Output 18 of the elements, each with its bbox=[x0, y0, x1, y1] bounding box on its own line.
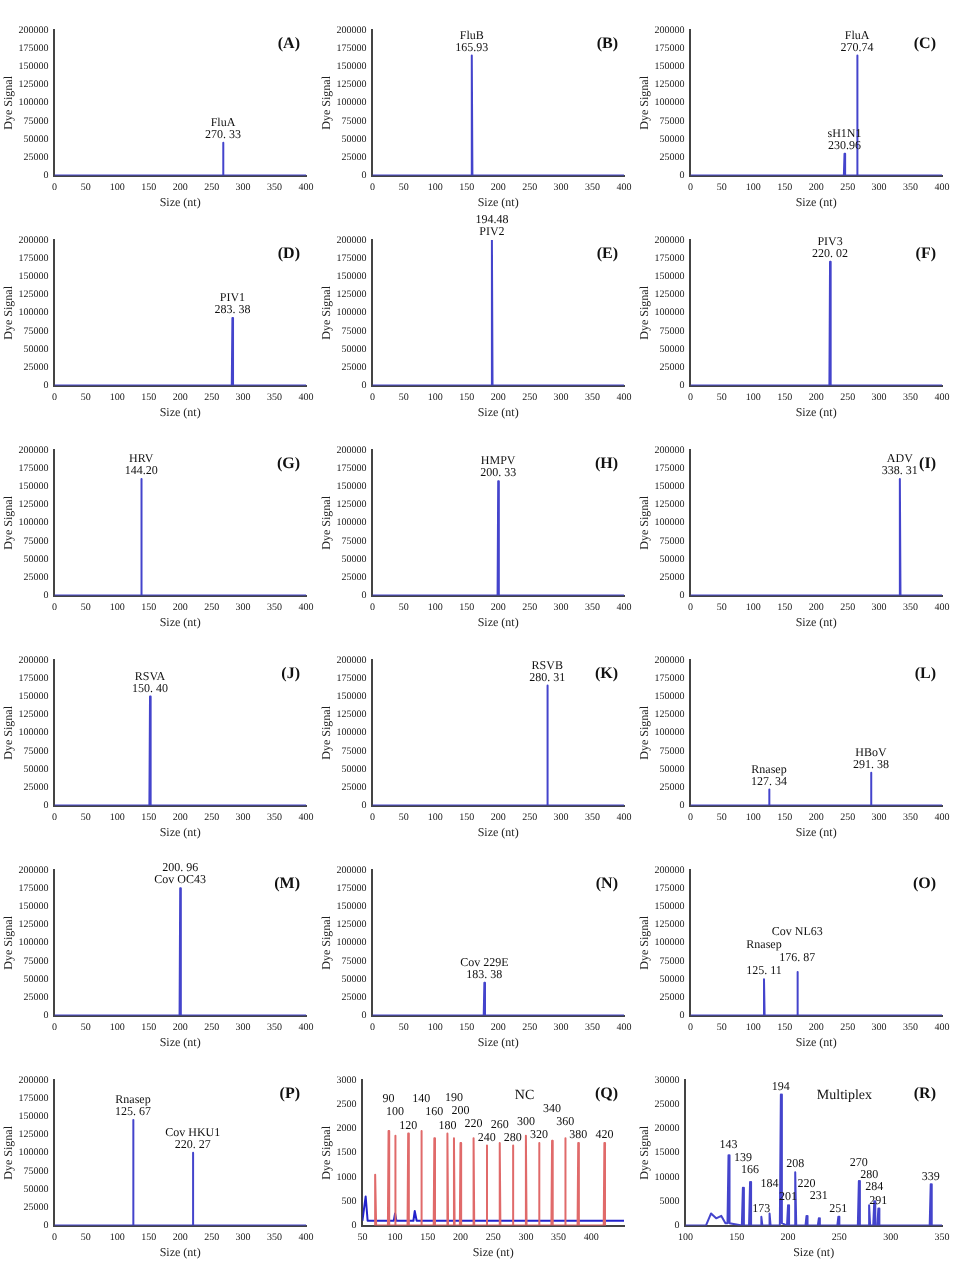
chart-title: (Q) bbox=[594, 1084, 619, 1103]
chart-title: (P) bbox=[279, 1084, 301, 1103]
chart-title: (J) bbox=[281, 664, 301, 683]
chart-title: (B) bbox=[596, 34, 619, 53]
chart-title: (F) bbox=[915, 244, 937, 263]
chart-title: (D) bbox=[277, 244, 301, 263]
chart-title: (H) bbox=[594, 454, 619, 473]
chart-title: (M) bbox=[274, 874, 301, 893]
chart-title: (A) bbox=[277, 34, 301, 53]
chart-title: (N) bbox=[595, 874, 619, 893]
chart-title: (E) bbox=[596, 244, 619, 263]
chart-title: (G) bbox=[276, 454, 301, 473]
chart-title: (O) bbox=[912, 874, 937, 893]
chart-title: (C) bbox=[913, 34, 937, 53]
chart-title: (K) bbox=[594, 664, 619, 683]
chart-title: (R) bbox=[913, 1084, 937, 1103]
chart-title: (I) bbox=[919, 454, 937, 473]
chart-title: (L) bbox=[914, 664, 937, 683]
